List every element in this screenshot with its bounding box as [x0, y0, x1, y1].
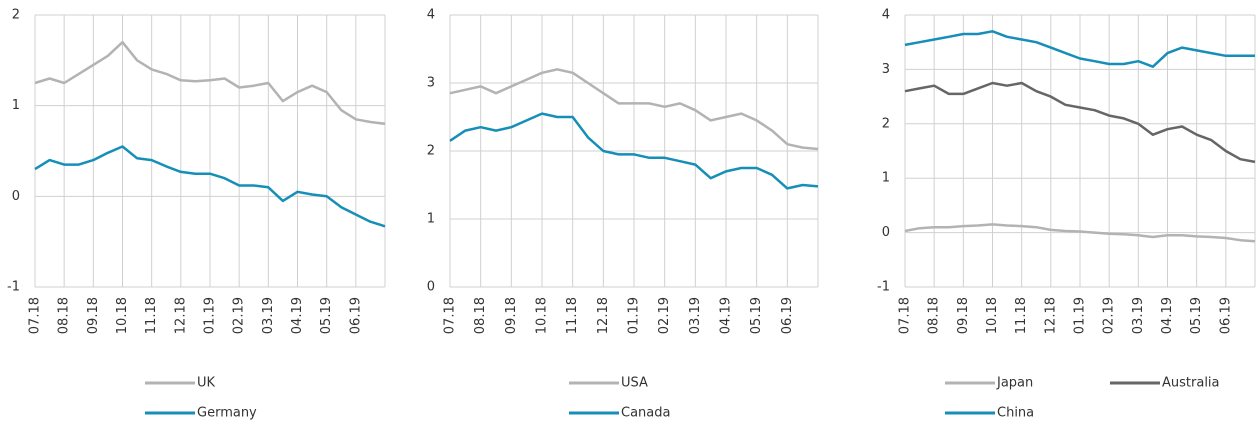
x-tick-label: 06.19	[780, 297, 795, 334]
x-tick-label: 04.19	[1160, 297, 1175, 334]
x-tick-label: 11.18	[1014, 297, 1029, 334]
x-tick-label: 02.19	[232, 297, 247, 334]
y-tick-label: 1	[882, 171, 890, 186]
x-tick-label: 02.19	[657, 297, 672, 334]
y-tick-label: 1	[12, 98, 20, 113]
legend-label: Germany	[197, 406, 257, 421]
x-tick-label: 07.18	[443, 297, 458, 334]
x-tick-label: 12.18	[173, 297, 188, 334]
series-line	[904, 30, 1255, 68]
x-tick-label: 02.19	[1102, 297, 1117, 334]
legend-label: Japan	[996, 376, 1033, 391]
series-line	[904, 223, 1256, 243]
x-tick-label: 10.18	[115, 297, 130, 334]
y-tick-label: 3	[427, 76, 435, 91]
x-tick-label: 01.19	[627, 297, 642, 334]
legend-label: Australia	[1162, 376, 1220, 391]
x-tick-label: 09.18	[504, 297, 519, 334]
y-tick-label: 2	[427, 144, 435, 159]
x-tick-label: 11.18	[144, 297, 159, 334]
legend-label: China	[997, 406, 1034, 421]
x-tick-label: 08.18	[57, 297, 72, 334]
x-tick-label: 01.19	[203, 297, 218, 334]
series-line	[449, 112, 819, 190]
x-tick-label: 06.19	[348, 297, 363, 334]
x-tick-label: 06.19	[1218, 297, 1233, 334]
y-tick-label: 0	[882, 225, 890, 240]
legend-label: UK	[197, 376, 216, 391]
x-tick-label: 03.19	[688, 297, 703, 334]
y-tick-label: -1	[877, 280, 890, 295]
series-line	[34, 145, 386, 228]
y-tick-label: 4	[427, 8, 435, 23]
x-tick-label: 03.19	[1131, 297, 1146, 334]
y-tick-label: -1	[7, 280, 20, 295]
y-tick-label: 3	[882, 62, 890, 77]
x-tick-label: 12.18	[1043, 297, 1058, 334]
x-tick-label: 12.18	[596, 297, 611, 334]
x-tick-label: 10.18	[535, 297, 550, 334]
x-tick-label: 07.18	[28, 297, 43, 334]
y-tick-label: 0	[427, 280, 435, 295]
y-tick-label: 4	[882, 8, 890, 23]
x-tick-label: 04.19	[290, 297, 305, 334]
x-tick-label: 08.18	[473, 297, 488, 334]
legend-label: USA	[621, 376, 648, 391]
x-tick-label: 11.18	[565, 297, 580, 334]
x-tick-label: 09.18	[86, 297, 101, 334]
x-tick-label: 01.19	[1073, 297, 1088, 334]
x-tick-label: 09.18	[956, 297, 971, 334]
x-tick-label: 05.19	[319, 297, 334, 334]
y-tick-label: 1	[427, 212, 435, 227]
y-tick-label: 2	[882, 116, 890, 131]
series-line	[34, 40, 386, 126]
x-tick-label: 10.18	[985, 297, 1000, 334]
series-line	[904, 81, 1256, 164]
x-tick-label: 04.19	[719, 297, 734, 334]
legend-label: Canada	[621, 406, 670, 421]
x-tick-label: 07.18	[898, 297, 913, 334]
x-tick-label: 05.19	[749, 297, 764, 334]
x-tick-label: 08.18	[927, 297, 942, 334]
x-tick-label: 05.19	[1189, 297, 1204, 334]
y-tick-label: 2	[12, 8, 20, 23]
y-tick-label: 0	[12, 189, 20, 204]
x-tick-label: 03.19	[261, 297, 276, 334]
series-line	[449, 68, 819, 151]
